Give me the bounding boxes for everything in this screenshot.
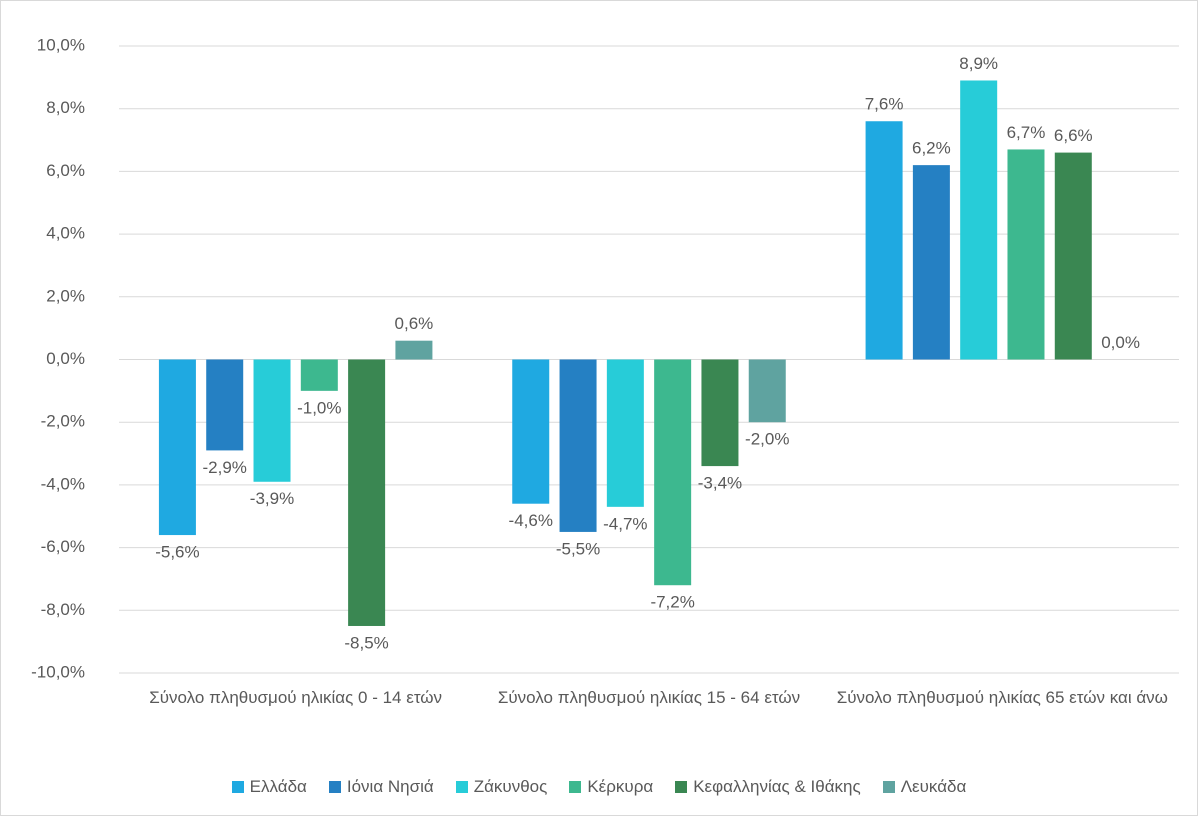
- data-label: 6,2%: [912, 139, 951, 158]
- y-tick-label: 10,0%: [37, 35, 85, 54]
- legend-item: Λευκάδα: [882, 777, 967, 797]
- legend-label: Κέρκυρα: [587, 777, 654, 796]
- legend-swatch: [455, 781, 468, 793]
- data-label: -5,6%: [155, 543, 199, 562]
- data-label: 7,6%: [865, 95, 904, 114]
- data-label: -4,6%: [509, 511, 553, 530]
- legend-label: Κεφαλληνίας & Ιθάκης: [693, 777, 861, 796]
- data-label: -5,5%: [556, 539, 600, 558]
- legend: Ελλάδα Ιόνια Νησιά Ζάκυνθος Κέρκυρα Κεφαλλην…: [1, 777, 1197, 797]
- bar: [158, 359, 196, 536]
- bar: [512, 359, 550, 504]
- data-label: -2,9%: [203, 458, 247, 477]
- bar: [654, 359, 692, 586]
- legend-label: Ιόνια Νησιά: [346, 777, 434, 796]
- legend-label: Λευκάδα: [900, 777, 967, 796]
- data-label: -7,2%: [650, 593, 694, 612]
- bar: [559, 359, 597, 532]
- bar: [865, 121, 903, 360]
- data-label: 0,0%: [1101, 333, 1140, 352]
- legend-label: Ελλάδα: [249, 777, 307, 796]
- legend-swatch: [231, 781, 244, 793]
- y-tick-label: -8,0%: [41, 600, 85, 619]
- data-label: -2,0%: [745, 430, 789, 449]
- y-tick-label: 8,0%: [46, 98, 85, 117]
- data-label: -3,4%: [698, 474, 742, 493]
- y-tick-label: -10,0%: [31, 662, 85, 681]
- data-label: 0,6%: [395, 314, 434, 333]
- bar: [348, 359, 386, 626]
- data-label: 6,6%: [1054, 126, 1093, 145]
- x-tick-label: Σύνολο πληθυσμού ηλικίας 65 ετών και άνω: [836, 688, 1168, 707]
- data-label: 6,7%: [1007, 123, 1046, 142]
- bar: [395, 340, 433, 360]
- data-label: -1,0%: [297, 398, 341, 417]
- bar: [1007, 149, 1045, 360]
- y-tick-label: -4,0%: [41, 474, 85, 493]
- legend-item: Ελλάδα: [231, 777, 307, 797]
- legend-item: Κέρκυρα: [569, 777, 653, 797]
- data-label: -3,9%: [250, 489, 294, 508]
- bar: [701, 359, 739, 467]
- bar: [1054, 152, 1092, 360]
- x-tick-label: Σύνολο πληθυσμού ηλικίας 0 - 14 ετών: [149, 688, 443, 707]
- legend-item: Ζάκυνθος: [455, 777, 548, 797]
- legend-item: Ιόνια Νησιά: [328, 777, 434, 797]
- bar: [606, 359, 644, 507]
- bar: [960, 80, 998, 360]
- bar: [912, 165, 950, 360]
- legend-swatch: [882, 781, 895, 793]
- y-tick-label: 0,0%: [46, 349, 85, 368]
- bar: [300, 359, 338, 391]
- y-tick-label: 6,0%: [46, 161, 85, 180]
- bar: [748, 359, 786, 423]
- data-label: -8,5%: [344, 633, 388, 652]
- legend-item: Κεφαλληνίας & Ιθάκης: [675, 777, 861, 797]
- y-tick-label: 2,0%: [46, 286, 85, 305]
- y-tick-label: -2,0%: [41, 412, 85, 431]
- legend-label: Ζάκυνθος: [473, 777, 548, 796]
- data-label: -4,7%: [603, 514, 647, 533]
- bar: [253, 359, 291, 482]
- data-label: 8,9%: [959, 54, 998, 73]
- legend-swatch: [328, 781, 341, 793]
- bar: [206, 359, 244, 451]
- y-tick-label: -6,0%: [41, 537, 85, 556]
- legend-swatch: [675, 781, 688, 793]
- legend-swatch: [569, 781, 582, 793]
- x-tick-label: Σύνολο πληθυσμού ηλικίας 15 - 64 ετών: [497, 688, 801, 707]
- y-tick-label: 4,0%: [46, 224, 85, 243]
